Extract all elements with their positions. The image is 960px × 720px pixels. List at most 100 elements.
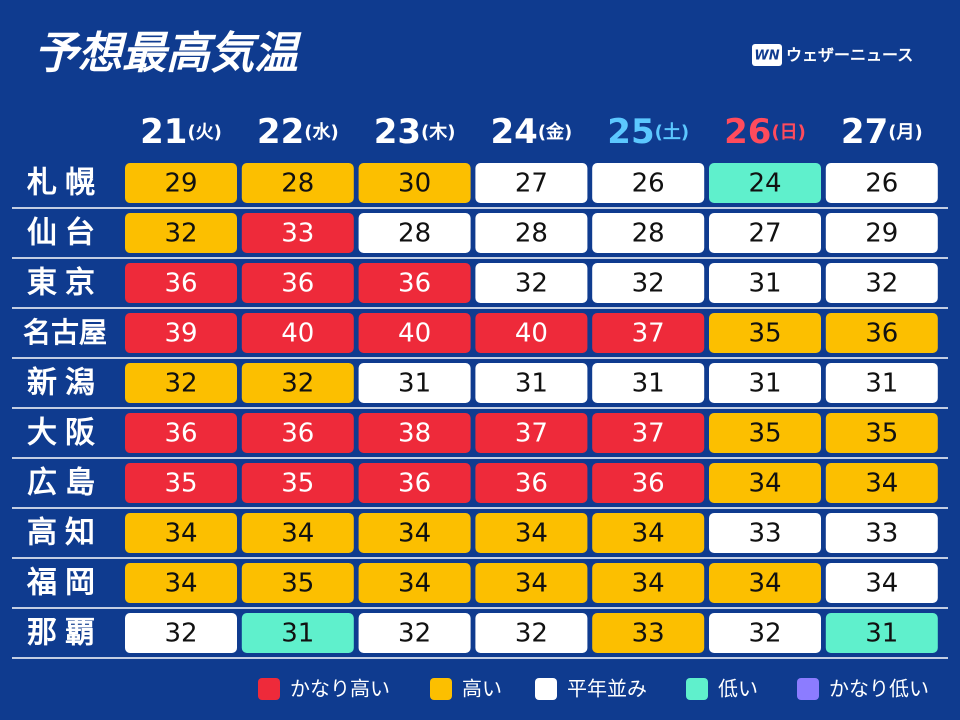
cell: [709, 613, 821, 653]
cell-value: 37: [515, 419, 548, 449]
brand-logo: [752, 44, 782, 66]
cell-value: 36: [398, 469, 431, 499]
cell: [592, 313, 705, 353]
day-date: 23: [374, 112, 421, 152]
city: 大阪: [27, 416, 103, 451]
legend-label: かなり低い: [829, 677, 929, 701]
cell: [358, 613, 471, 653]
cell: [709, 263, 821, 303]
legend-swatch: [686, 678, 708, 700]
cell: [709, 563, 821, 603]
cell: [475, 163, 588, 203]
cell-value: 40: [398, 319, 431, 349]
cell-value: 38: [398, 419, 431, 449]
day-date: 27: [841, 112, 888, 152]
cell: [709, 513, 821, 553]
legend-label: 低い: [718, 677, 758, 701]
cell: [358, 363, 471, 403]
cell-value: 36: [164, 269, 197, 299]
cell: [475, 263, 588, 303]
cell-value: 33: [865, 519, 898, 549]
cell: [358, 213, 471, 253]
cell: [592, 363, 705, 403]
cell: [825, 363, 938, 403]
cell-value: 28: [398, 219, 431, 249]
cell: [241, 463, 354, 503]
cell-value: 32: [164, 369, 197, 399]
cell-value: 27: [748, 219, 781, 249]
cell-value: 30: [398, 169, 431, 199]
cell: [475, 563, 588, 603]
day-date: 24: [491, 112, 538, 152]
day-weekday: (土): [655, 122, 689, 143]
cell-value: 35: [865, 419, 898, 449]
cell: [475, 513, 588, 553]
cell-value: 32: [515, 619, 548, 649]
cell: [825, 463, 938, 503]
cell-value: 34: [281, 519, 314, 549]
day-weekday: (月): [888, 122, 922, 143]
day-header: 21(火): [140, 112, 222, 152]
brand-logo-text: WN: [754, 49, 779, 64]
cell-value: 28: [515, 219, 548, 249]
cell-value: 32: [398, 619, 431, 649]
city: 仙台: [27, 216, 103, 251]
cell: [125, 513, 237, 553]
cell: [358, 413, 471, 453]
cell: [241, 613, 354, 653]
cell-value: 35: [281, 469, 314, 499]
day-header: 26(日): [724, 112, 806, 152]
cell: [592, 613, 705, 653]
day-header: 24(金): [491, 112, 573, 152]
cell-value: 31: [281, 619, 314, 649]
cell: [125, 563, 237, 603]
cell-value: 29: [865, 219, 898, 249]
cell: [358, 513, 471, 553]
cell-value: 37: [632, 419, 665, 449]
cell: [825, 513, 938, 553]
cell: [825, 213, 938, 253]
title: 予想最高気温: [34, 28, 302, 79]
cell: [475, 213, 588, 253]
city: 高知: [27, 516, 103, 551]
cell-value: 33: [281, 219, 314, 249]
day-weekday: (木): [421, 121, 455, 143]
cell: [709, 163, 821, 203]
city: 福岡: [26, 566, 103, 601]
cell-value: 34: [398, 519, 431, 549]
cell: [592, 163, 705, 203]
legend-swatch: [258, 678, 280, 700]
city: 東京: [27, 266, 103, 301]
cell-value: 32: [632, 269, 665, 299]
cell-value: 35: [281, 569, 314, 599]
cell-value: 33: [632, 619, 665, 649]
cell-value: 32: [281, 369, 314, 399]
day-header: 23(木): [374, 112, 456, 152]
legend-label: 平年並み: [567, 677, 647, 701]
cell: [125, 163, 237, 203]
cell: [358, 263, 471, 303]
cell: [125, 463, 237, 503]
cell: [125, 263, 237, 303]
cell-value: 26: [865, 169, 898, 199]
cell-value: 34: [515, 519, 548, 549]
cell-value: 31: [515, 369, 548, 399]
cell-value: 26: [632, 169, 665, 199]
legend-swatch: [797, 678, 819, 700]
legend-swatch: [535, 678, 557, 700]
cell-value: 29: [164, 169, 197, 199]
cell-value: 32: [164, 619, 197, 649]
cell: [475, 313, 588, 353]
legend-label: かなり高い: [290, 677, 390, 701]
cell-value: 34: [632, 569, 665, 599]
cell-value: 31: [748, 369, 781, 399]
cell-value: 34: [865, 569, 898, 599]
cell: [592, 463, 705, 503]
day-date: 22: [257, 112, 304, 152]
cell: [125, 213, 237, 253]
cell: [241, 363, 354, 403]
cell-value: 32: [164, 219, 197, 249]
day-date: 25: [607, 112, 654, 152]
day-date: 26: [724, 112, 771, 152]
cell-value: 34: [398, 569, 431, 599]
